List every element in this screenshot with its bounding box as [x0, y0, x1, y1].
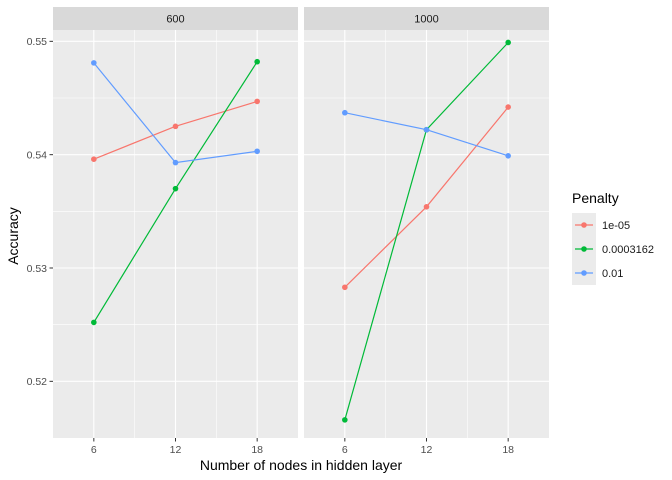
data-point [254, 58, 260, 65]
x-tick-label: 6 [91, 444, 97, 456]
y-tick-label: 0.55 [27, 36, 48, 48]
data-point [254, 98, 260, 105]
data-point [423, 126, 430, 133]
x-tick-label: 12 [170, 444, 182, 456]
data-point [342, 109, 348, 116]
x-tick-label: 18 [502, 444, 514, 456]
legend-key-point [581, 246, 587, 252]
y-tick-label: 0.54 [27, 149, 48, 161]
facet-strip [304, 7, 549, 30]
facet-panel-1000: 1000 6 12 18 [304, 7, 549, 456]
legend-label: 0.0003162 [602, 244, 654, 256]
legend-label: 1e-05 [602, 220, 630, 232]
data-point [254, 148, 260, 155]
data-point [423, 204, 430, 210]
data-point [505, 39, 511, 46]
legend-item: 0.01 [572, 261, 623, 285]
x-tick-label: 6 [342, 444, 348, 456]
legend-item: 0.0003162 [572, 237, 654, 261]
data-point [505, 104, 511, 110]
data-point [91, 319, 97, 326]
facet-strip-label: 600 [166, 14, 184, 26]
data-point [342, 284, 348, 291]
data-point [172, 123, 179, 130]
legend: Penalty 1e-05 0.0003162 0.01 [572, 190, 654, 285]
legend-item: 1e-05 [572, 213, 630, 237]
data-point [505, 153, 511, 159]
facet-strip-label: 1000 [414, 14, 438, 26]
legend-title: Penalty [572, 190, 619, 206]
data-point [172, 159, 179, 166]
data-point [91, 156, 97, 162]
data-point [342, 417, 348, 423]
data-point [172, 185, 179, 192]
axes: Accuracy Number of nodes in hidden layer [5, 207, 403, 473]
x-axis-title: Number of nodes in hidden layer [200, 457, 403, 473]
legend-label: 0.01 [602, 268, 623, 280]
legend-key-point [581, 270, 587, 276]
data-point [91, 60, 97, 66]
x-tick-label: 18 [251, 444, 263, 456]
x-tick-label: 12 [421, 444, 433, 456]
y-tick-label: 0.52 [27, 376, 48, 388]
panels: 600 6 12 18 0.52 0.53 0.54 0.55 1000 6 12 18 [27, 7, 549, 456]
facet-panel-600: 600 6 12 18 0.52 0.53 0.54 0.55 [27, 7, 298, 456]
legend-key-point [581, 222, 587, 228]
y-tick-label: 0.53 [27, 263, 48, 275]
facet-strip [53, 7, 298, 30]
y-axis-title: Accuracy [5, 207, 21, 265]
